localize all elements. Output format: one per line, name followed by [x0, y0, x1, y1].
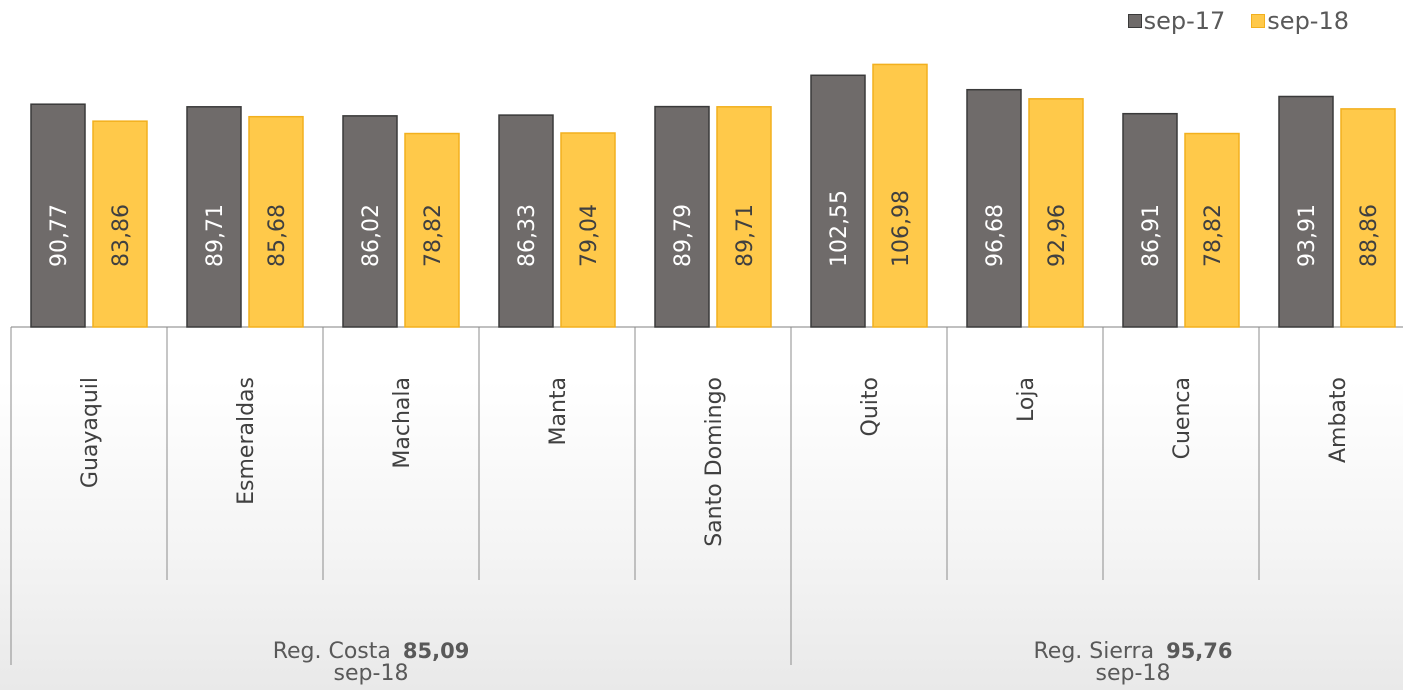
data-label-sep-17-loja: 96,68 — [983, 204, 1008, 267]
region-label-sierra: Reg. Sierra 95,76 sep-18 — [851, 640, 1403, 685]
data-label-sep-18-guayaquil: 83,86 — [109, 204, 134, 267]
data-label-sep-17-cuenca: 86,91 — [1139, 204, 1164, 267]
category-label-loja: Loja — [1014, 377, 1039, 422]
bar-sep-17-esmeraldas — [186, 106, 242, 328]
legend-item-sep-18: sep-18 — [1251, 7, 1349, 35]
bar-sep-17-machala — [342, 115, 398, 328]
data-label-sep-18-machala: 78,82 — [421, 204, 446, 267]
category-label-machala: Machala — [390, 377, 415, 469]
data-label-sep-18-esmeraldas: 85,68 — [265, 204, 290, 267]
region-value-costa: 85,09 — [402, 639, 470, 663]
bar-sep-17-quito — [810, 74, 866, 328]
data-label-sep-18-manta: 79,04 — [577, 204, 602, 267]
bar-sep-17-cuenca — [1122, 112, 1178, 328]
data-label-sep-17-santo-domingo: 89,79 — [671, 204, 696, 267]
bar-sep-18-quito — [872, 63, 928, 328]
data-label-sep-18-ambato: 88,86 — [1357, 204, 1382, 267]
bar-sep-18-machala — [404, 132, 460, 328]
category-label-esmeraldas: Esmeraldas — [234, 377, 259, 505]
bar-sep-17-manta — [498, 114, 554, 328]
bar-sep-17-loja — [966, 88, 1022, 328]
bar-sep-18-manta — [560, 132, 616, 328]
legend-label-sep-18: sep-18 — [1267, 7, 1349, 35]
legend-swatch-sep-18 — [1251, 14, 1266, 28]
legend-label-sep-17: sep-17 — [1143, 7, 1226, 35]
data-label-sep-17-manta: 86,33 — [515, 204, 540, 267]
region-label-costa: Reg. Costa 85,09 sep-18 — [11, 640, 731, 685]
region-name-sierra: Reg. Sierra — [1033, 639, 1155, 664]
region-period-costa: sep-18 — [333, 661, 409, 686]
bar-sep-18-santo-domingo — [716, 106, 772, 328]
region-name-costa: Reg. Costa — [272, 639, 391, 664]
bar-sep-18-esmeraldas — [248, 115, 304, 328]
data-label-sep-18-cuenca: 78,82 — [1201, 204, 1226, 267]
bar-sep-18-cuenca — [1184, 132, 1240, 328]
bar-sep-18-ambato — [1340, 108, 1396, 328]
data-label-sep-18-santo-domingo: 89,71 — [733, 204, 758, 267]
category-label-ambato: Ambato — [1326, 377, 1351, 463]
data-label-sep-17-guayaquil: 90,77 — [47, 204, 72, 267]
data-label-sep-18-loja: 92,96 — [1045, 204, 1070, 267]
bar-sep-18-loja — [1028, 98, 1084, 328]
bar-sep-17-guayaquil — [30, 103, 86, 328]
data-label-sep-17-quito: 102,55 — [827, 190, 852, 267]
data-label-sep-17-ambato: 93,91 — [1295, 204, 1320, 267]
region-value-sierra: 95,76 — [1166, 639, 1233, 663]
legend: sep-17 sep-18 — [1127, 6, 1349, 36]
category-label-quito: Quito — [858, 377, 883, 436]
region-period-sierra: sep-18 — [1095, 661, 1171, 686]
category-label-cuenca: Cuenca — [1170, 377, 1195, 459]
data-label-sep-18-quito: 106,98 — [889, 190, 914, 267]
data-label-sep-17-machala: 86,02 — [359, 204, 384, 267]
bar-sep-17-santo-domingo — [654, 105, 710, 328]
legend-item-sep-17: sep-17 — [1127, 7, 1226, 35]
bar-sep-17-ambato — [1278, 95, 1334, 328]
legend-swatch-sep-17 — [1127, 14, 1142, 28]
bar-sep-18-guayaquil — [92, 120, 148, 328]
category-label-santo-domingo: Santo Domingo — [702, 377, 727, 547]
category-label-manta: Manta — [546, 377, 571, 446]
data-label-sep-17-esmeraldas: 89,71 — [203, 204, 228, 267]
category-label-guayaquil: Guayaquil — [78, 377, 103, 488]
